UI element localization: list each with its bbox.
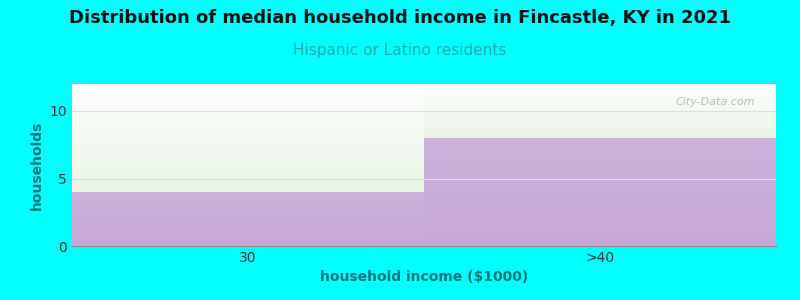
Y-axis label: households: households — [30, 120, 44, 210]
Text: Hispanic or Latino residents: Hispanic or Latino residents — [294, 44, 506, 59]
Text: City-Data.com: City-Data.com — [675, 97, 755, 107]
X-axis label: household income ($1000): household income ($1000) — [320, 270, 528, 284]
Text: Distribution of median household income in Fincastle, KY in 2021: Distribution of median household income … — [69, 9, 731, 27]
